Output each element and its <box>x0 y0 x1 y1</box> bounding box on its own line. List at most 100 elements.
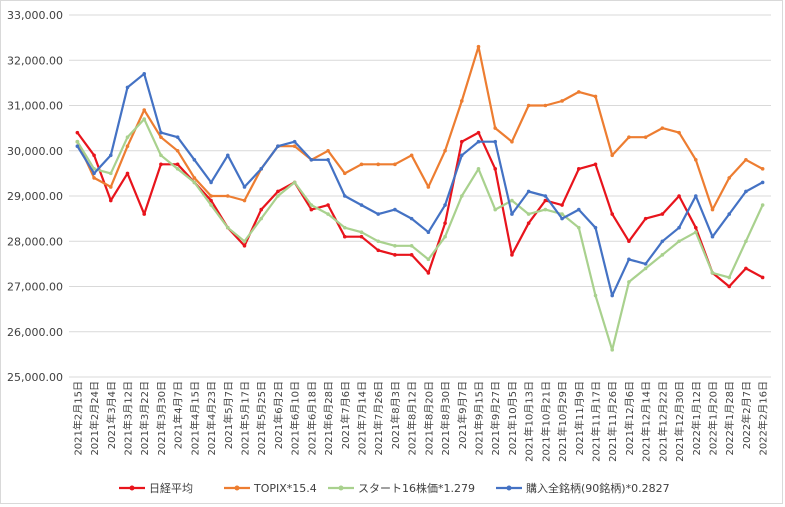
data-point <box>560 212 564 216</box>
series-3 <box>75 72 765 298</box>
x-tick-label: 2021年4月23日 <box>205 381 218 456</box>
legend-label: 購入全銘柄(90銘柄)*0.2827 <box>526 481 670 495</box>
y-tick-label: 31,000.00 <box>7 100 63 113</box>
data-point <box>760 180 765 185</box>
data-point <box>677 130 681 135</box>
data-point <box>744 266 748 271</box>
data-point <box>459 194 464 198</box>
series-line <box>76 45 764 211</box>
data-point <box>426 230 431 234</box>
data-point <box>660 253 665 257</box>
data-point <box>75 144 80 149</box>
data-point <box>693 194 698 198</box>
data-point <box>443 148 447 153</box>
data-point <box>627 135 631 139</box>
data-point <box>426 257 431 262</box>
data-point <box>526 189 531 194</box>
data-point <box>543 207 548 212</box>
data-point <box>643 266 648 271</box>
data-point <box>510 139 514 144</box>
data-point <box>276 144 280 149</box>
data-point <box>643 262 648 266</box>
data-point <box>142 117 147 121</box>
data-point <box>543 103 548 108</box>
data-point <box>108 185 113 189</box>
legend-entry: スタート16株価*1.279 <box>328 481 475 495</box>
data-point <box>359 162 364 167</box>
data-point <box>209 203 213 207</box>
data-point <box>376 248 381 253</box>
data-point <box>760 203 765 207</box>
data-point <box>393 207 397 212</box>
data-point <box>108 153 113 158</box>
x-tick-label: 2021年5月25日 <box>255 381 268 456</box>
data-point <box>292 180 297 185</box>
data-point <box>92 167 96 171</box>
data-point <box>459 153 464 158</box>
data-point <box>443 203 447 207</box>
data-point <box>576 225 581 230</box>
data-point <box>159 153 163 158</box>
data-point <box>142 212 147 216</box>
data-point <box>409 216 414 221</box>
legend-entry: 日経平均 <box>119 482 193 495</box>
data-point <box>459 99 464 103</box>
data-point <box>376 239 381 244</box>
data-point <box>610 212 615 216</box>
x-tick-label: 2021年10月29日 <box>556 381 569 462</box>
data-point <box>744 239 748 244</box>
x-tick-label: 2021年4月15日 <box>188 381 201 456</box>
x-tick-label: 2021年8月20日 <box>422 381 435 456</box>
x-tick-label: 2022年1月28日 <box>723 381 736 456</box>
data-point <box>760 275 765 280</box>
data-point <box>125 85 130 90</box>
data-point <box>510 198 514 203</box>
x-tick-label: 2021年2月15日 <box>71 381 84 456</box>
data-point <box>660 239 665 244</box>
y-tick-label: 27,000.00 <box>7 281 63 294</box>
data-point <box>526 103 531 108</box>
data-point <box>526 212 531 216</box>
data-point <box>142 72 147 76</box>
data-point <box>242 243 247 248</box>
data-point <box>125 144 130 149</box>
x-tick-label: 2021年12月6日 <box>623 381 636 456</box>
x-tick-label: 2021年9月27日 <box>489 381 502 456</box>
data-point <box>225 153 230 158</box>
data-point <box>393 162 397 167</box>
y-tick-label: 29,000.00 <box>7 190 63 203</box>
data-point <box>359 230 364 234</box>
data-point <box>209 180 213 185</box>
x-tick-label: 2021年11月26日 <box>606 381 619 462</box>
data-point <box>393 243 397 248</box>
x-tick-label: 2022年1月12日 <box>690 381 703 456</box>
data-point <box>493 126 498 130</box>
x-tick-label: 2021年4月7日 <box>172 381 185 449</box>
data-point <box>409 243 414 248</box>
data-point <box>192 180 197 185</box>
legend-marker <box>338 485 344 491</box>
x-tick-label: 2021年7月14日 <box>356 381 369 456</box>
legend-marker <box>234 485 240 491</box>
data-point <box>209 194 213 198</box>
data-point <box>292 144 297 149</box>
legend-label: スタート16株価*1.279 <box>358 481 475 495</box>
data-point <box>342 225 347 230</box>
data-point <box>576 167 581 171</box>
x-tick-label: 2021年8月3日 <box>389 381 402 449</box>
legend-label: 日経平均 <box>149 482 193 495</box>
data-point <box>459 139 464 144</box>
x-tick-label: 2021年12月14日 <box>640 381 653 462</box>
data-point <box>543 198 548 203</box>
data-point <box>92 153 96 158</box>
data-point <box>342 194 347 198</box>
data-point <box>727 176 732 180</box>
data-point <box>593 162 598 167</box>
data-point <box>342 234 347 239</box>
series-line <box>76 72 764 297</box>
data-point <box>309 203 314 207</box>
data-point <box>125 171 130 176</box>
x-tick-label: 2021年10月13日 <box>523 381 536 462</box>
data-point <box>677 194 681 198</box>
